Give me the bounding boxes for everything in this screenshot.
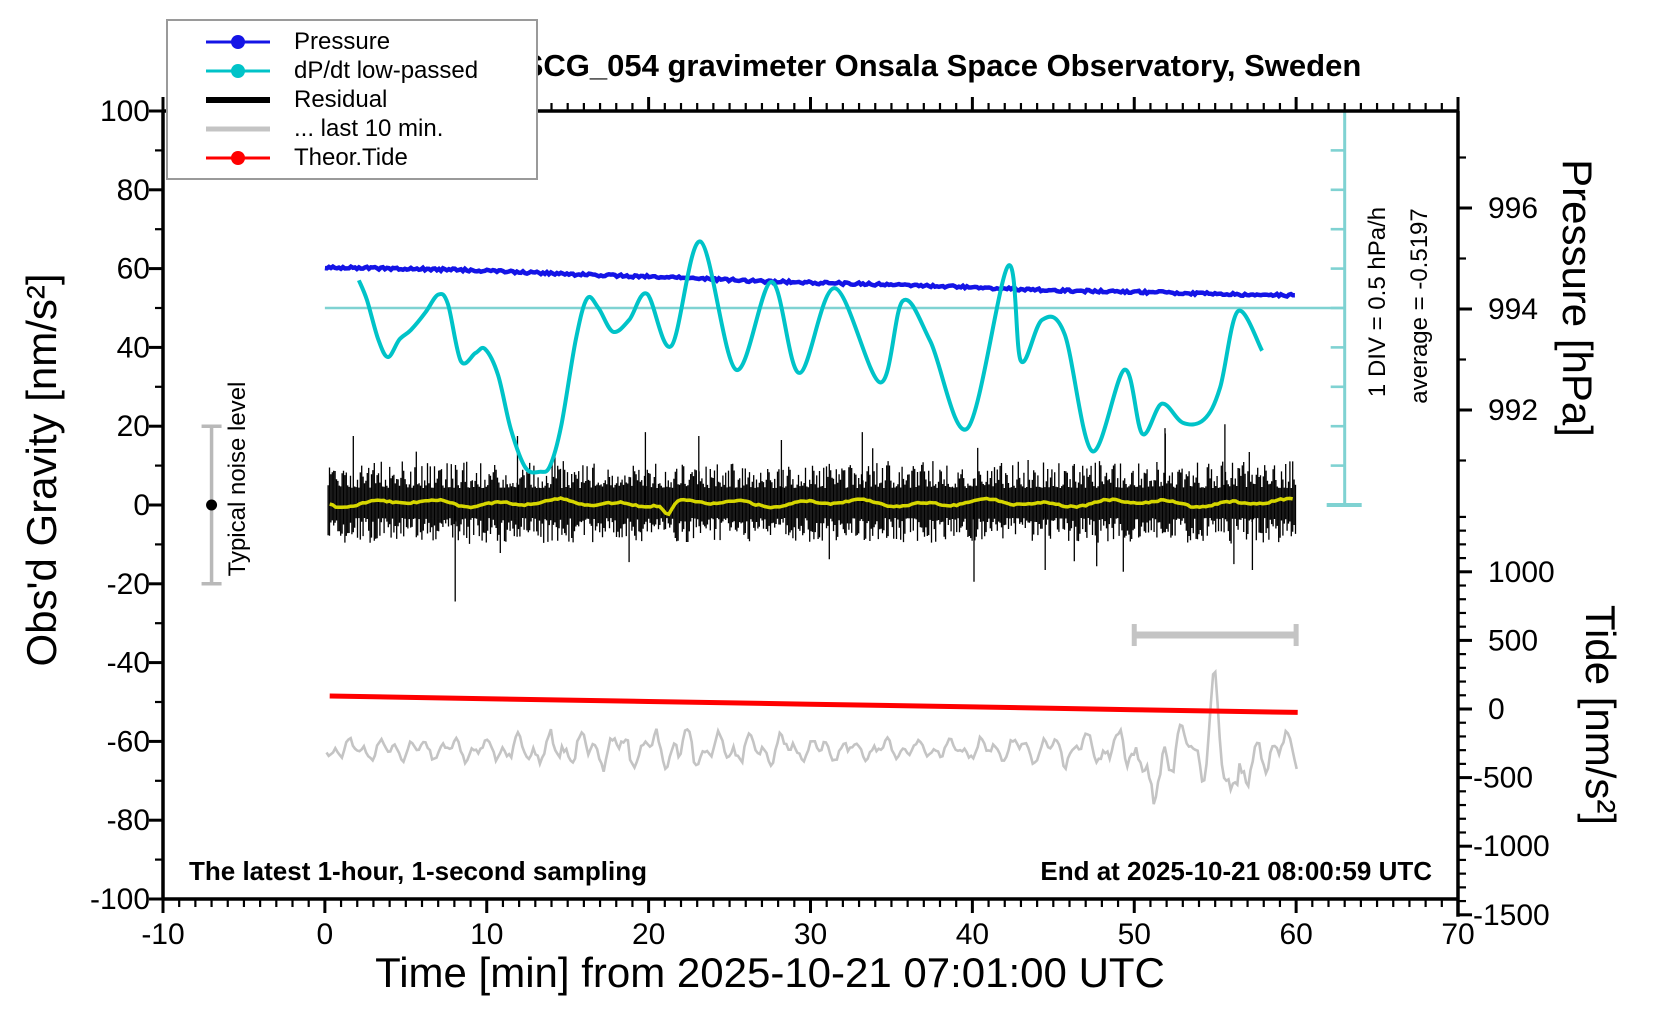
x-tick-label: 40: [956, 918, 989, 951]
pressure-tick-label: 992: [1488, 394, 1538, 427]
legend-label: dP/dt low-passed: [294, 56, 479, 84]
tide-tick-label: -1000: [1473, 830, 1550, 863]
last10-trace: [325, 668, 1298, 805]
legend-dot-icon: [231, 34, 245, 49]
pressure-tick-label: 996: [1488, 192, 1538, 225]
x-tick-label: 50: [1118, 918, 1151, 951]
div-scale-annotation: 1 DIV = 0.5 hPa/h: [1364, 206, 1391, 398]
tide-tick-label: -500: [1473, 762, 1533, 795]
legend-item: Residual: [206, 85, 536, 113]
x-tick-label: 10: [470, 918, 503, 951]
gravity-tick-label: 100: [100, 95, 150, 128]
tide-axis-title: Tide [nm/s²]: [1577, 604, 1624, 826]
theor-tide-line: [329, 693, 1298, 715]
legend-line-sample: [206, 90, 270, 110]
legend-line: [206, 96, 270, 103]
legend-label: Theor.Tide: [294, 143, 408, 171]
legend-dot-icon: [231, 63, 245, 78]
x-tick-label: 0: [317, 918, 334, 951]
gravity-tick-label: -20: [107, 568, 150, 601]
gravity-tick-label: -80: [107, 804, 150, 837]
gravity-tick-label: 80: [117, 174, 150, 207]
residual-band: [327, 424, 1297, 602]
gravity-tick-label: 60: [117, 253, 150, 286]
gravity-tick-label: 0: [133, 489, 150, 522]
legend: Pressure dP/dt low-passed Residual... last…: [166, 19, 538, 180]
gravity-axis-title: Obs'd Gravity [nm/s²]: [18, 273, 65, 667]
noise-errorbar-dot: [206, 499, 218, 511]
legend-item: dP/dt low-passed: [206, 56, 536, 84]
tide-tick-label: 0: [1488, 693, 1505, 726]
gravity-tick-label: -40: [107, 647, 150, 680]
legend-item: ... last 10 min.: [206, 114, 536, 142]
legend-label: Pressure: [294, 27, 391, 55]
gravity-tick-label: -100: [90, 883, 150, 916]
residual-smoothed-line: [329, 496, 1293, 517]
legend-line-sample: [206, 61, 270, 81]
pressure-line: [324, 263, 1295, 300]
legend-line-sample: [206, 119, 270, 139]
legend-dot-icon: [231, 150, 245, 165]
noise-level-annotation: Typical noise level: [224, 381, 251, 577]
gravity-tick-label: 20: [117, 410, 150, 443]
legend-item: Theor.Tide: [206, 143, 536, 171]
tide-tick-label: -1500: [1473, 899, 1550, 932]
end-time-text: End at 2025-10-21 08:00:59 UTC: [1040, 856, 1432, 886]
gravity-tick-label: 40: [117, 331, 150, 364]
average-annotation: average = -0.5197: [1406, 208, 1433, 404]
pressure-axis-title: Pressure [hPa]: [1554, 159, 1601, 437]
legend-line-sample: [206, 148, 270, 168]
gravity-tick-label: -60: [107, 725, 150, 758]
tide-tick-label: 500: [1488, 624, 1538, 657]
tide-tick-label: 1000: [1488, 556, 1555, 589]
legend-label: Residual: [294, 85, 388, 113]
x-tick-label: -10: [141, 918, 184, 951]
legend-item: Pressure: [206, 27, 536, 55]
x-tick-label: 30: [794, 918, 827, 951]
legend-label: ... last 10 min.: [294, 114, 444, 142]
legend-line-sample: [206, 32, 270, 52]
pressure-tick-label: 994: [1488, 293, 1538, 326]
x-tick-label: 20: [632, 918, 665, 951]
x-tick-label: 60: [1279, 918, 1312, 951]
x-tick-label: 70: [1441, 918, 1474, 951]
x-axis-title: Time [min] from 2025-10-21 07:01:00 UTC: [375, 949, 1165, 996]
legend-line: [206, 126, 270, 131]
sampling-info-text: The latest 1-hour, 1-second sampling: [189, 856, 647, 886]
dpdt-line: [357, 239, 1264, 475]
page-title: SCG_054 gravimeter Onsala Space Observat…: [522, 48, 1362, 83]
